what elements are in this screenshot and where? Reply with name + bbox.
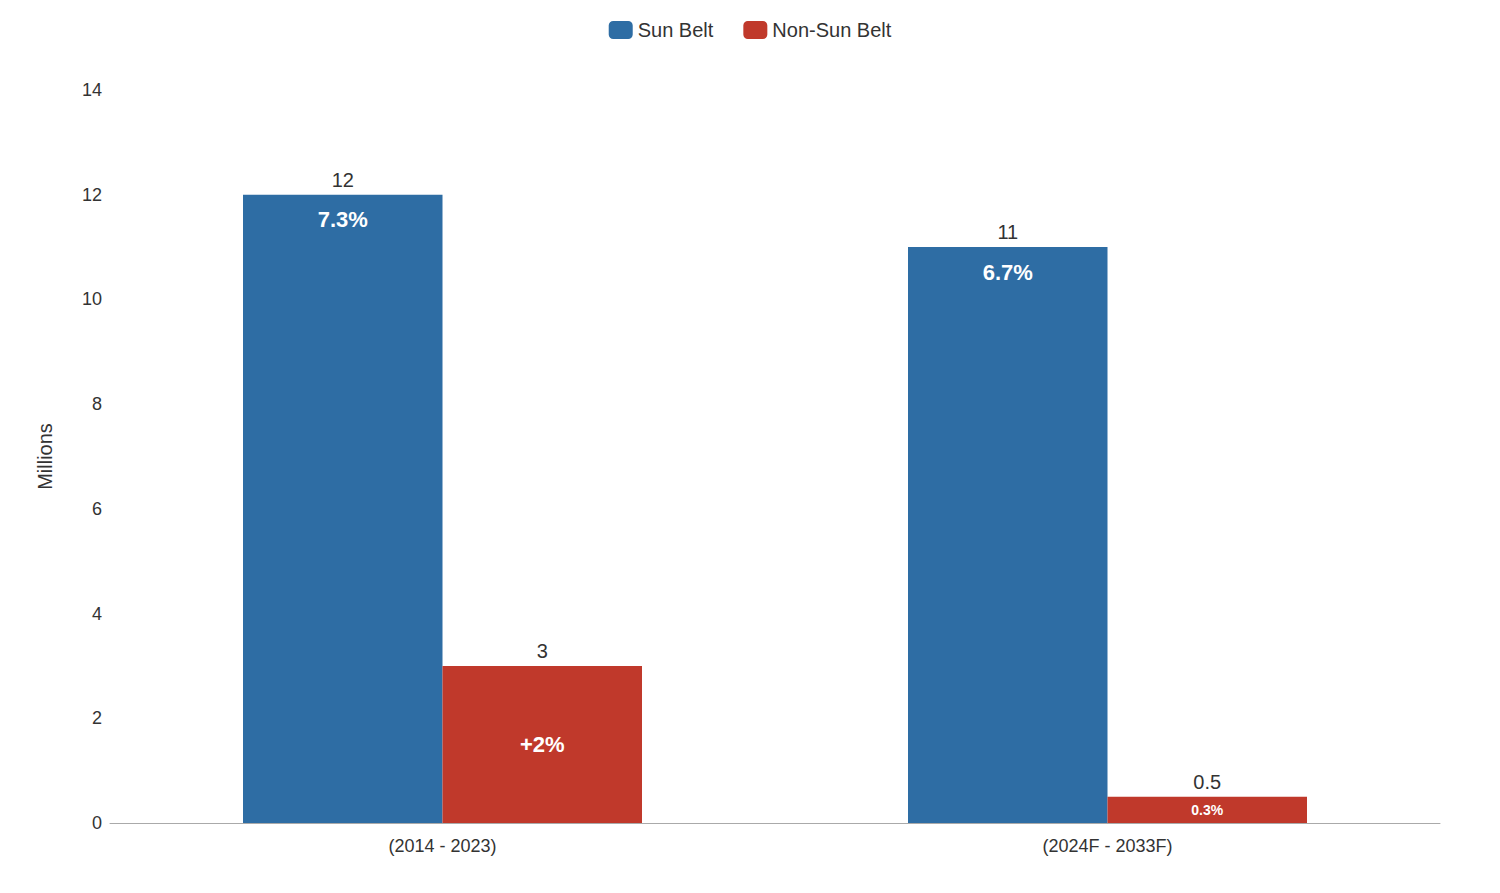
svg-text:8: 8 (92, 394, 102, 414)
svg-text:(2024F - 2033F): (2024F - 2033F) (1042, 836, 1172, 856)
svg-text:7.3%: 7.3% (318, 207, 368, 232)
svg-text:Sun Belt: Sun Belt (638, 19, 714, 41)
svg-text:Non-Sun Belt: Non-Sun Belt (772, 19, 891, 41)
svg-text:+2%: +2% (520, 732, 565, 757)
svg-text:0.5: 0.5 (1193, 771, 1221, 793)
svg-text:2: 2 (92, 708, 102, 728)
svg-text:(2014 - 2023): (2014 - 2023) (388, 836, 496, 856)
svg-text:0: 0 (92, 813, 102, 833)
svg-text:Millions: Millions (34, 423, 56, 490)
svg-text:4: 4 (92, 604, 102, 624)
svg-text:0.3%: 0.3% (1191, 802, 1223, 818)
svg-text:6: 6 (92, 499, 102, 519)
svg-text:6.7%: 6.7% (983, 260, 1033, 285)
svg-text:12: 12 (332, 169, 354, 191)
svg-text:10: 10 (82, 289, 102, 309)
svg-text:12: 12 (82, 185, 102, 205)
svg-text:11: 11 (997, 221, 1018, 243)
svg-text:14: 14 (82, 80, 102, 100)
svg-text:3: 3 (537, 640, 548, 662)
